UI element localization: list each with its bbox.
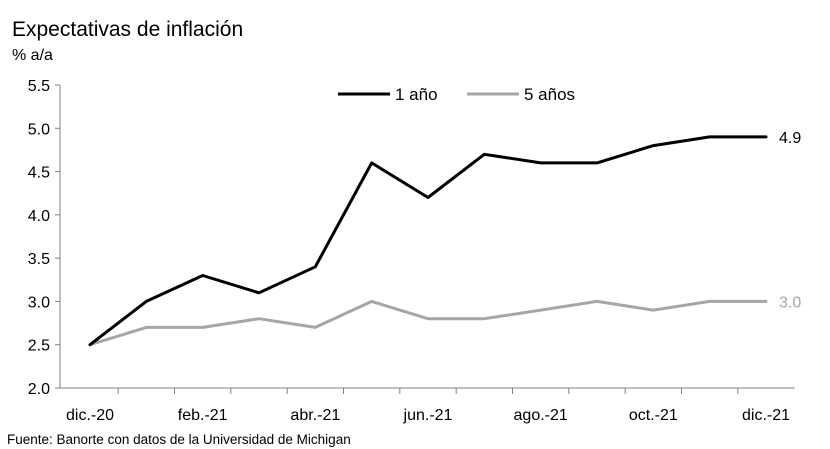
legend-label: 1 año bbox=[395, 85, 438, 104]
legend: 1 año 5 años bbox=[338, 85, 575, 104]
y-tick-label: 2.5 bbox=[28, 338, 50, 355]
end-label-one-year: 4.9 bbox=[779, 130, 801, 147]
legend-item-five-years: 5 años bbox=[467, 85, 575, 104]
series-layer: 3.0 4.9 bbox=[88, 130, 801, 347]
y-tick-label: 4.0 bbox=[28, 208, 50, 225]
y-tick-label: 5.0 bbox=[28, 121, 50, 138]
x-axis: dic.-20 feb.-21 abr.-21 jun.-21 ago.-21 oct.-… bbox=[60, 387, 795, 424]
y-tick-label: 5.5 bbox=[28, 78, 50, 95]
y-tick-label: 3.0 bbox=[28, 294, 50, 311]
x-tick-label: abr.-21 bbox=[290, 407, 340, 424]
end-label-five-years: 3.0 bbox=[779, 294, 801, 311]
legend-item-one-year: 1 año bbox=[338, 85, 438, 104]
series-line-one-year bbox=[88, 135, 768, 347]
x-tick-label: jun.-21 bbox=[403, 407, 453, 424]
series-line-five-years bbox=[88, 299, 768, 347]
legend-label: 5 años bbox=[524, 85, 575, 104]
x-tick-label: ago.-21 bbox=[514, 407, 568, 424]
y-tick-label: 2.0 bbox=[28, 381, 50, 398]
y-tick-label: 4.5 bbox=[28, 165, 50, 182]
x-tick-label: oct.-21 bbox=[629, 407, 678, 424]
x-tick-label: dic.-21 bbox=[742, 407, 790, 424]
x-tick-label: dic.-20 bbox=[66, 407, 114, 424]
chart-title: Expectativas de inflación bbox=[12, 18, 243, 41]
x-tick-label: feb.-21 bbox=[178, 407, 228, 424]
chart-source: Fuente: Banorte con datos de la Universi… bbox=[7, 432, 351, 447]
y-tick-label: 3.5 bbox=[28, 251, 50, 268]
chart-subtitle: % a/a bbox=[12, 47, 53, 64]
y-axis: 2.0 2.5 3.0 3.5 4.0 4.5 5.0 5.5 bbox=[28, 78, 61, 398]
